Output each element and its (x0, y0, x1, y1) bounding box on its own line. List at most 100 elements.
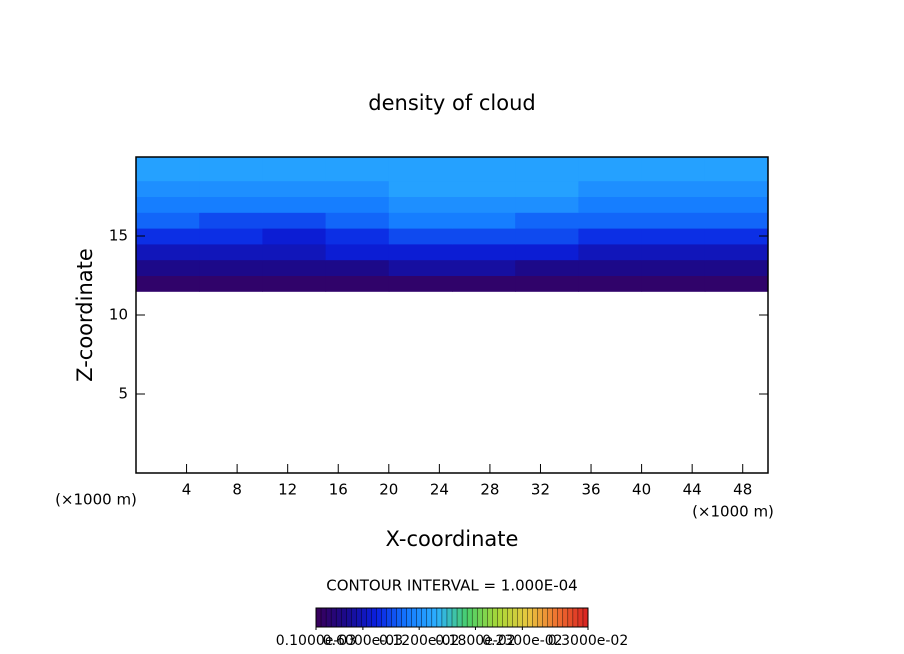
colorbar-swatch (572, 607, 579, 628)
contour-cell (388, 275, 453, 292)
colorbar-tick-label: 0.1200e-02 (379, 633, 459, 649)
contour-cell (452, 180, 516, 197)
x-tick-label: 24 (430, 481, 449, 499)
colorbar-swatch (466, 607, 473, 628)
contour-cell (578, 243, 643, 261)
colorbar-swatch (567, 607, 574, 628)
x-unit-label: (×1000 m) (55, 491, 137, 509)
x-tick-label: 8 (232, 481, 242, 499)
colorbar-swatch (356, 607, 362, 628)
contour-cell (515, 196, 579, 213)
contour-cell (199, 275, 263, 292)
contour-cell (704, 196, 769, 213)
colorbar-swatch (376, 607, 382, 628)
contour-cell (199, 180, 263, 197)
colorbar-swatch (421, 607, 428, 628)
contour-cell (578, 212, 643, 229)
colorbar-swatch (512, 607, 518, 628)
x-tick-label: 40 (632, 481, 651, 499)
contour-cell (325, 259, 390, 276)
contour-cell (388, 243, 453, 261)
contour-cell (704, 228, 769, 245)
colorbar-swatch (461, 607, 468, 628)
contour-cell (452, 212, 516, 229)
y-axis-label: Z-coordinate (73, 248, 97, 382)
colorbar-swatch (446, 607, 453, 628)
colorbar-swatch (436, 607, 443, 628)
colorbar-swatch (507, 607, 513, 628)
colorbar-swatch (542, 607, 549, 628)
contour-cell (199, 212, 263, 229)
contour-cell (199, 196, 263, 213)
contour-cell (199, 259, 263, 276)
colorbar-frame (315, 607, 589, 628)
contour-cell (388, 180, 453, 197)
colorbar-swatch (416, 607, 423, 628)
x-tick-label: 28 (480, 481, 499, 499)
contour-cell (641, 228, 706, 245)
contour-cell (641, 212, 706, 229)
contour-cell (262, 259, 327, 276)
colorbar-swatch (482, 607, 488, 628)
contour-cell (515, 228, 579, 245)
colorbar-swatch (547, 607, 554, 628)
contour-cell (578, 228, 643, 245)
contour-cell (704, 259, 769, 276)
contour-cell (136, 180, 200, 197)
contour-cell (199, 157, 263, 182)
colorbar-swatch (330, 607, 337, 628)
colorbar-swatch (371, 607, 377, 628)
contour-cell (578, 196, 643, 213)
contour-field (136, 157, 769, 292)
colorbar-swatch (552, 607, 559, 628)
y-tick-label: 5 (118, 385, 128, 403)
y-tick-label: 10 (109, 306, 128, 324)
colorbar-swatch (320, 607, 327, 628)
contour-cell (136, 228, 200, 245)
colorbar-swatch (577, 607, 584, 628)
colorbar-swatch (492, 607, 498, 628)
colorbar-swatch (537, 607, 544, 628)
colorbar-swatch (335, 607, 342, 628)
contour-cell (578, 180, 643, 197)
contour-cell (515, 157, 579, 182)
contour-cell (452, 259, 516, 276)
colorbar-swatch (361, 607, 367, 628)
contour-cell (704, 243, 769, 261)
x-unit-label: (×1000 m) (692, 503, 774, 521)
colorbar-swatch (532, 607, 539, 628)
contour-cell (515, 243, 579, 261)
colorbar-swatch (527, 607, 534, 628)
contour-cell (578, 157, 643, 182)
colorbar-tick-label: 0.6000e-03 (323, 633, 403, 649)
colorbar-swatch (406, 607, 413, 628)
x-tick-label: 36 (581, 481, 600, 499)
contour-cell (515, 259, 579, 276)
x-tick-label: 48 (733, 481, 752, 499)
colorbar-swatch (411, 607, 418, 628)
contour-cell (325, 212, 390, 229)
colorbar-swatch (401, 607, 408, 628)
contour-cell (325, 228, 390, 245)
chart-title: density of cloud (368, 91, 535, 115)
contour-cell (452, 243, 516, 261)
colorbar-swatch (391, 607, 398, 628)
contour-cell (199, 228, 263, 245)
colorbar-tick-label: 0.1800e-02 (435, 633, 515, 649)
colorbar-swatch (502, 607, 508, 628)
colorbar-swatch (381, 607, 388, 628)
contour-cell (136, 196, 200, 213)
contour-cell (641, 157, 706, 182)
contour-cell (262, 157, 327, 182)
colorbar-swatch (346, 607, 352, 628)
contour-cell (325, 180, 390, 197)
contour-cell (641, 243, 706, 261)
contour-cell (262, 275, 327, 292)
colorbar-swatch (351, 607, 357, 628)
colorbar-swatch (456, 607, 463, 628)
contour-cell (704, 212, 769, 229)
contour-interval: CONTOUR INTERVAL = 1.000E-04 (326, 577, 577, 595)
contour-cell (641, 196, 706, 213)
contour-cell (704, 157, 769, 182)
